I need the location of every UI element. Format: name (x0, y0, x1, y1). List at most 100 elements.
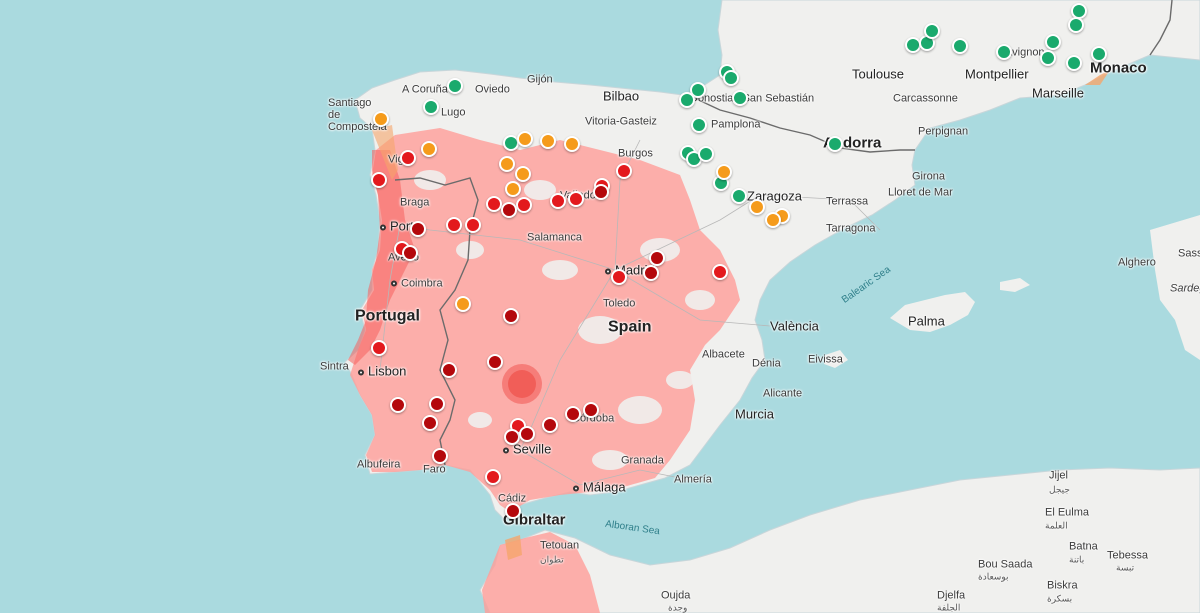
city-label: Gijón (527, 73, 553, 86)
station-marker[interactable] (765, 212, 781, 228)
city-label: Montpellier (965, 66, 1029, 82)
station-marker[interactable] (517, 131, 533, 147)
station-marker[interactable] (1040, 50, 1056, 66)
city-label: Almería (674, 473, 712, 486)
station-marker[interactable] (515, 166, 531, 182)
station-marker[interactable] (691, 117, 707, 133)
city-label: Alghero (1118, 256, 1156, 269)
city-label: Batna (1069, 540, 1098, 553)
station-marker[interactable] (716, 164, 732, 180)
station-marker[interactable] (441, 362, 457, 378)
station-marker[interactable] (1045, 34, 1061, 50)
station-marker[interactable] (422, 415, 438, 431)
station-marker[interactable] (679, 92, 695, 108)
station-marker[interactable] (485, 469, 501, 485)
station-marker[interactable] (568, 191, 584, 207)
station-marker[interactable] (749, 199, 765, 215)
city-label: Marseille (1032, 85, 1085, 101)
station-marker[interactable] (446, 217, 462, 233)
city-label: Santiago de Compostela (328, 97, 387, 133)
city-label: Toledo (603, 297, 636, 310)
city-label: Terrassa (826, 195, 869, 208)
station-marker[interactable] (564, 136, 580, 152)
city-label: Pamplona (711, 118, 761, 131)
station-marker[interactable] (487, 354, 503, 370)
station-marker[interactable] (503, 308, 519, 324)
station-marker[interactable] (732, 90, 748, 106)
station-marker[interactable] (373, 111, 389, 127)
land-ibiza (824, 350, 848, 368)
station-marker[interactable] (400, 150, 416, 166)
station-marker[interactable] (565, 406, 581, 422)
station-marker[interactable] (505, 503, 521, 519)
station-marker[interactable] (1066, 55, 1082, 71)
risk-gaps (414, 170, 715, 470)
city-label: Bou Saada (978, 558, 1033, 571)
land-sardinia (1150, 215, 1200, 360)
station-marker[interactable] (465, 217, 481, 233)
station-marker[interactable] (583, 402, 599, 418)
station-marker[interactable] (390, 397, 406, 413)
country-label-monaco: Monaco (1090, 59, 1147, 77)
station-marker[interactable] (423, 99, 439, 115)
station-marker[interactable] (486, 196, 502, 212)
city-label-arabic: جيجل (1049, 484, 1070, 495)
city-label-arabic: بسكرة (1047, 593, 1073, 604)
station-marker[interactable] (924, 23, 940, 39)
city-label-arabic: تطوان (540, 554, 564, 565)
city-label: València (770, 318, 819, 334)
city-label: Coimbra (391, 278, 443, 291)
station-marker[interactable] (505, 181, 521, 197)
station-marker[interactable] (410, 221, 426, 237)
station-marker[interactable] (504, 429, 520, 445)
station-marker[interactable] (429, 396, 445, 412)
station-marker[interactable] (455, 296, 471, 312)
station-marker[interactable] (723, 70, 739, 86)
station-marker[interactable] (690, 82, 706, 98)
region-label: Sardegna (1170, 282, 1200, 295)
city-label: Perpignan (918, 125, 969, 138)
station-marker[interactable] (698, 146, 714, 162)
city-label: El Eulma (1045, 506, 1090, 519)
station-marker[interactable] (1068, 17, 1084, 33)
station-marker[interactable] (499, 156, 515, 172)
station-marker[interactable] (516, 197, 532, 213)
station-marker[interactable] (827, 136, 843, 152)
station-marker[interactable] (542, 417, 558, 433)
country-label-spain: Spain (608, 318, 652, 336)
city-label: Tetouan (540, 539, 580, 552)
station-marker[interactable] (649, 250, 665, 266)
station-marker[interactable] (501, 202, 517, 218)
station-marker[interactable] (952, 38, 968, 54)
city-label: Lloret de Mar (888, 186, 953, 199)
station-marker[interactable] (432, 448, 448, 464)
city-label: Alicante (763, 387, 803, 400)
station-marker[interactable] (712, 264, 728, 280)
station-marker[interactable] (611, 269, 627, 285)
station-marker[interactable] (371, 172, 387, 188)
station-marker[interactable] (996, 44, 1012, 60)
station-marker[interactable] (540, 133, 556, 149)
station-marker[interactable] (731, 188, 747, 204)
station-marker[interactable] (371, 340, 387, 356)
station-marker[interactable] (421, 141, 437, 157)
city-label: Lisbon (358, 365, 406, 378)
station-marker[interactable] (616, 163, 632, 179)
station-marker[interactable] (447, 78, 463, 94)
station-marker[interactable] (519, 426, 535, 442)
station-marker[interactable] (550, 193, 566, 209)
city-label: Albacete (702, 348, 745, 361)
station-marker[interactable] (402, 245, 418, 261)
city-label: Málaga (573, 481, 626, 494)
city-label: Oujda (661, 589, 691, 602)
city-label: Lugo (441, 106, 466, 119)
station-marker[interactable] (1091, 46, 1107, 62)
station-marker[interactable] (643, 265, 659, 281)
station-marker[interactable] (593, 184, 609, 200)
city-label: Albufeira (357, 458, 401, 471)
city-label: Burgos (618, 147, 653, 160)
city-label: Toulouse (852, 66, 905, 82)
city-label: Tarragona (826, 222, 876, 235)
